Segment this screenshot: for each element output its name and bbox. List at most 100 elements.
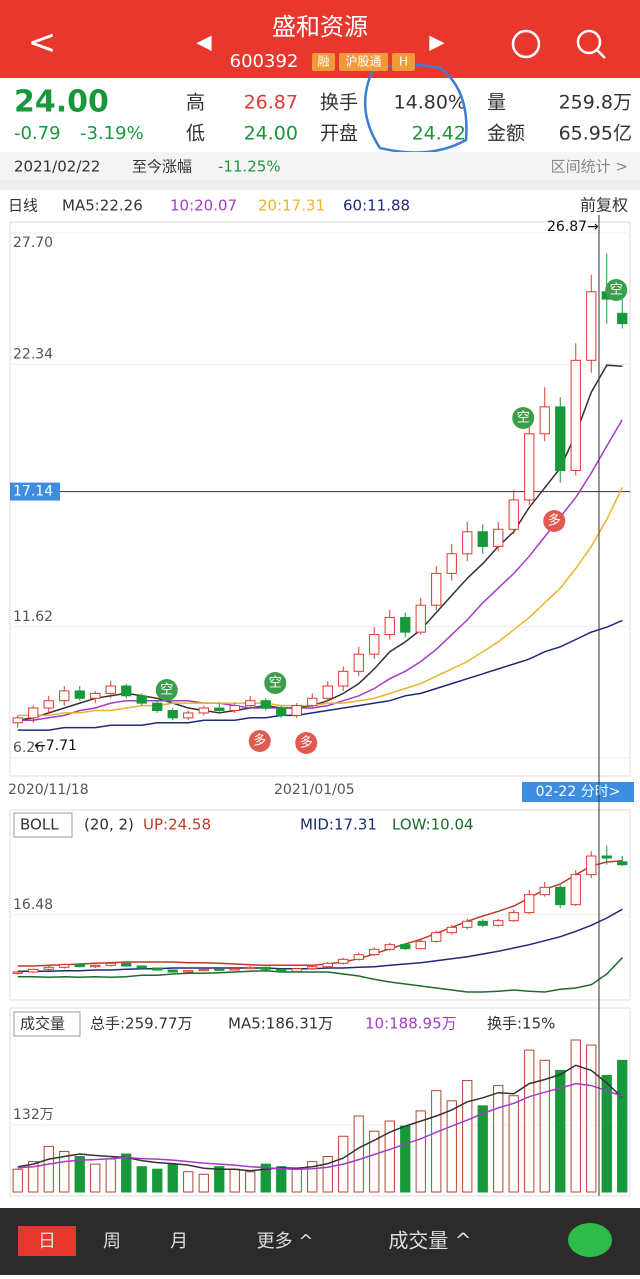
candle-body: [74, 690, 85, 699]
y-tick-label: 22.34: [13, 346, 53, 362]
ma-line: [17, 1082, 623, 1170]
volume-bar: [508, 1095, 519, 1193]
candle-body: [493, 528, 504, 547]
signal-badge: [248, 730, 271, 752]
signal-badge: [295, 732, 318, 754]
separator: [0, 180, 640, 190]
indicator-switch[interactable]: 成交量 ^: [388, 1229, 471, 1253]
signal-badge: [155, 679, 178, 701]
candle-body: [400, 944, 411, 950]
range-stats[interactable]: 区间统计 >: [551, 158, 628, 176]
candle-body: [136, 695, 147, 704]
volume-bar: [431, 1090, 442, 1193]
candle-body: [59, 964, 70, 968]
candle-body: [229, 968, 240, 971]
candle-body: [384, 944, 395, 950]
intraday-button[interactable]: 02-22 分时>: [536, 784, 621, 800]
candle-body: [276, 968, 287, 972]
volume-bar: [167, 1163, 178, 1193]
volume-bar: [601, 1074, 612, 1193]
value: 26.87: [244, 92, 298, 114]
candle-body: [198, 707, 209, 714]
volume-bar: [12, 1168, 23, 1193]
volume-bar: [59, 1150, 70, 1193]
volume-bar: [183, 1171, 194, 1193]
volume-bar: [446, 1100, 457, 1193]
legend-entry: LOW:10.04: [392, 816, 474, 834]
candle-body: [524, 433, 535, 501]
signal: 空: [517, 411, 530, 426]
adjust[interactable]: 前复权: [580, 196, 628, 215]
candle-body: [462, 920, 473, 928]
tag-bg: [392, 53, 415, 71]
x-label: 2021/01/05: [274, 782, 355, 798]
label: 金额: [487, 123, 525, 145]
signal: 多: [253, 733, 266, 749]
tab[interactable]: 周: [103, 1231, 121, 1252]
search-icon[interactable]: [576, 29, 602, 55]
candle-body: [121, 685, 132, 697]
tab[interactable]: 更多 ^: [257, 1231, 314, 1252]
candle-body: [524, 894, 535, 914]
volume-bar: [539, 1059, 550, 1193]
robot-icon[interactable]: [511, 29, 541, 59]
volume-bar: [28, 1161, 39, 1193]
tag-bg: [339, 53, 388, 71]
candle-body: [183, 712, 194, 719]
volume-bar: [43, 1145, 54, 1193]
signal-badge: [605, 279, 628, 301]
candle-body: [307, 697, 318, 707]
search-icon-handle: [596, 49, 606, 59]
volume-bar: [198, 1173, 209, 1193]
volume-bar: [617, 1059, 628, 1193]
candle-body: [353, 954, 364, 960]
ma-line: [17, 957, 623, 993]
candle-body: [307, 966, 318, 970]
volume-bar: [586, 1044, 597, 1193]
candle-body: [198, 968, 209, 972]
legend-entry: UP:24.58: [143, 816, 211, 834]
wechat-icon[interactable]: [568, 1223, 612, 1257]
price: 24.00: [14, 85, 109, 120]
label: 低: [186, 123, 205, 145]
tab[interactable]: 月: [170, 1231, 188, 1252]
back-button[interactable]: <: [28, 23, 57, 63]
candle-body: [384, 616, 395, 636]
next-stock[interactable]: ▶: [429, 30, 445, 54]
candle-body: [12, 971, 23, 974]
prev-stock[interactable]: ◀: [196, 30, 212, 54]
signal-badge: [264, 672, 287, 694]
candle-body: [245, 700, 256, 707]
candle-body: [415, 604, 426, 633]
candle-body: [152, 967, 163, 971]
volume-bar: [369, 1130, 380, 1193]
candle-body: [570, 359, 581, 472]
volume-box[interactable]: [13, 1011, 81, 1037]
candle-body: [617, 312, 628, 325]
candle-body: [214, 707, 225, 711]
candle-body: [617, 861, 628, 866]
candle-body: [508, 499, 519, 530]
volume-bar: [74, 1156, 85, 1193]
boll-params: (20, 2): [84, 816, 134, 834]
value: 65.95亿: [559, 123, 632, 145]
tab[interactable]: 日: [38, 1231, 56, 1252]
panel-frame: [9, 1007, 631, 1197]
volume-bar: [245, 1171, 256, 1193]
tag: H: [399, 55, 408, 69]
volume-bar: [152, 1168, 163, 1193]
candle-body: [214, 968, 225, 971]
volume-bar: [322, 1156, 333, 1193]
intraday-button-bg[interactable]: [522, 782, 634, 802]
y-tick-label: 6.26: [13, 740, 44, 756]
boll-box[interactable]: [13, 812, 73, 838]
candle-body: [493, 920, 504, 926]
ma-line: [17, 364, 623, 722]
candle-body: [167, 709, 178, 719]
candle-body: [291, 705, 302, 716]
label: 开盘: [320, 123, 358, 145]
candle-body: [570, 874, 581, 906]
y-tick-label: 132万: [13, 1107, 54, 1123]
volume-bar: [260, 1163, 271, 1193]
candle-body: [462, 531, 473, 555]
